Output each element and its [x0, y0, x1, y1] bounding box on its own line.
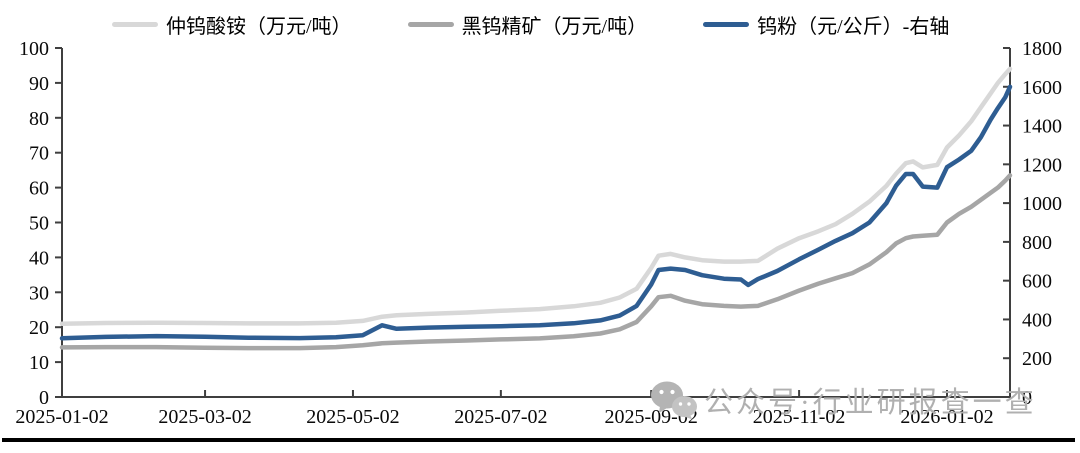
- right-axis-label: 400: [1022, 309, 1052, 331]
- left-axis-label: 50: [29, 213, 49, 235]
- right-axis-label: 600: [1022, 271, 1052, 293]
- left-axis-label: 30: [29, 282, 49, 304]
- x-axis-label: 2025-07-02: [454, 406, 547, 428]
- chart-canvas: 0102030405060708090100020040060080010001…: [15, 38, 1062, 428]
- left-axis-label: 80: [29, 108, 49, 130]
- x-axis-label: 2025-03-02: [158, 406, 251, 428]
- right-axis-label: 1400: [1022, 116, 1062, 138]
- x-axis-label: 2026-01-02: [900, 406, 993, 428]
- legend-item-wolframite: 黑钨精矿（万元/吨）: [407, 10, 648, 39]
- right-axis-label: 200: [1022, 348, 1052, 370]
- x-axis-label: 2025-05-02: [306, 406, 399, 428]
- left-axis-label: 10: [29, 352, 49, 374]
- right-axis-label: 800: [1022, 232, 1052, 254]
- legend-item-powder: 钨粉（元/公斤）-右轴: [703, 10, 949, 39]
- right-axis-label: 0: [1022, 387, 1032, 409]
- powder-line-swatch-icon: [703, 21, 750, 27]
- left-axis-label: 0: [39, 387, 49, 409]
- divider-rule: [2, 438, 1075, 442]
- legend-label-powder: 钨粉（元/公斤）-右轴: [757, 15, 950, 38]
- left-axis-label: 20: [29, 317, 49, 339]
- legend-label-wolframite: 黑钨精矿（万元/吨）: [461, 15, 648, 38]
- left-axis-label: 100: [19, 38, 49, 60]
- wolframite-line-swatch-icon: [407, 21, 454, 27]
- legend-item-apt: 仲钨酸铵（万元/吨）: [112, 10, 352, 39]
- left-axis-label: 70: [29, 143, 49, 165]
- series-line-wolframite: [59, 173, 1013, 351]
- legend-label-apt: 仲钨酸铵（万元/吨）: [166, 15, 352, 38]
- x-axis-label: 2025-11-02: [753, 406, 846, 428]
- left-axis-label: 40: [29, 247, 49, 269]
- series-line-powder: [59, 84, 1013, 341]
- right-axis-label: 1200: [1022, 154, 1062, 176]
- right-axis-label: 1000: [1022, 193, 1062, 215]
- chart-legend: 仲钨酸铵（万元/吨） 黑钨精矿（万元/吨） 钨粉（元/公斤）-右轴: [112, 8, 949, 40]
- wechat-icon: [651, 381, 697, 420]
- left-axis-label: 90: [29, 73, 49, 95]
- series-line-apt: [59, 66, 1013, 326]
- wechat-watermark: 公众号·行业研报查一查: [650, 379, 1037, 421]
- apt-line-swatch-icon: [112, 21, 158, 27]
- left-axis-label: 60: [29, 178, 49, 200]
- right-axis-label: 1600: [1022, 77, 1062, 99]
- watermark-text: 公众号·行业研报查一查: [704, 387, 1037, 419]
- right-axis-label: 1800: [1022, 38, 1062, 60]
- x-axis-label: 2025-01-02: [15, 406, 108, 428]
